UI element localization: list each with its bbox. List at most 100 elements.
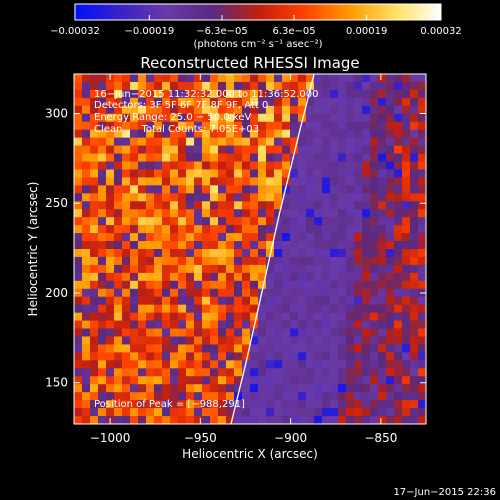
heatmap-cell xyxy=(258,264,267,274)
heatmap-cell xyxy=(362,89,371,99)
heatmap-cell xyxy=(194,352,203,361)
heatmap-cell xyxy=(298,320,307,329)
heatmap-cell xyxy=(178,384,187,393)
heatmap-cell xyxy=(274,233,283,242)
heatmap-cell xyxy=(186,304,195,313)
heatmap-cell xyxy=(218,288,227,298)
heatmap-cell xyxy=(138,185,147,194)
heatmap-cell xyxy=(146,344,155,353)
heatmap-cell xyxy=(194,368,203,377)
heatmap-cell xyxy=(330,352,339,361)
heatmap-cell xyxy=(98,416,107,424)
heatmap-cell xyxy=(186,97,195,107)
heatmap-cell xyxy=(306,416,315,424)
heatmap-cell xyxy=(242,201,251,210)
heatmap-cell xyxy=(82,336,91,345)
heatmap-cell xyxy=(402,392,411,401)
heatmap-cell xyxy=(306,121,315,130)
heatmap-cell xyxy=(178,416,187,424)
heatmap-cell xyxy=(186,312,195,321)
heatmap-cell xyxy=(202,320,211,329)
heatmap-cell xyxy=(266,113,275,123)
heatmap-cell xyxy=(274,280,283,290)
heatmap-cell xyxy=(170,272,179,282)
heatmap-cell xyxy=(114,161,123,170)
heatmap-cell xyxy=(362,376,371,385)
heatmap-cell xyxy=(354,89,363,99)
heatmap-cell xyxy=(394,336,403,345)
heatmap-cell xyxy=(274,392,283,401)
heatmap-cell xyxy=(418,328,426,337)
heatmap-cell xyxy=(218,376,227,385)
heatmap-cell xyxy=(394,233,403,242)
colorbar-tick-label: 0.00019 xyxy=(346,26,387,37)
heatmap-cell xyxy=(242,352,251,361)
heatmap-cell xyxy=(98,113,107,123)
heatmap-cell xyxy=(330,256,339,266)
heatmap-cell xyxy=(130,320,139,329)
heatmap-cell xyxy=(202,161,211,170)
heatmap-cell xyxy=(114,249,123,258)
heatmap-cell xyxy=(274,209,283,218)
heatmap-cell xyxy=(218,392,227,401)
heatmap-cell xyxy=(74,400,83,409)
heatmap-cell xyxy=(90,408,99,417)
heatmap-cell xyxy=(90,209,99,218)
heatmap-cell xyxy=(242,89,251,99)
heatmap-cell xyxy=(106,304,115,313)
heatmap-cell xyxy=(218,256,227,266)
heatmap-cell xyxy=(210,408,219,417)
heatmap-cell xyxy=(298,280,307,290)
heatmap-cell xyxy=(306,256,315,266)
heatmap-cell xyxy=(338,74,347,83)
heatmap-cell xyxy=(402,344,411,353)
heatmap-cell xyxy=(162,177,171,186)
heatmap-cell xyxy=(226,225,235,234)
heatmap-cell xyxy=(170,336,179,345)
heatmap-cell xyxy=(346,288,355,298)
heatmap-cell xyxy=(290,209,299,218)
heatmap-cell xyxy=(170,288,179,298)
heatmap-cell xyxy=(242,193,251,202)
heatmap-cell xyxy=(250,185,259,194)
heatmap-cell xyxy=(154,145,163,154)
heatmap-cell xyxy=(346,129,355,138)
heatmap-cell xyxy=(362,336,371,345)
heatmap-cell xyxy=(338,225,347,234)
heatmap-cell xyxy=(282,145,291,154)
heatmap-cell xyxy=(162,360,171,369)
heatmap-cell xyxy=(362,201,371,210)
heatmap-cell xyxy=(370,368,379,377)
heatmap-cell xyxy=(226,312,235,321)
heatmap-cell xyxy=(410,264,419,274)
heatmap-cell xyxy=(226,89,235,99)
heatmap-cell xyxy=(98,201,107,210)
heatmap-cell xyxy=(98,137,107,146)
heatmap-cell xyxy=(346,153,355,162)
heatmap-cell xyxy=(250,392,259,401)
heatmap-cell xyxy=(90,368,99,377)
heatmap-cell xyxy=(386,368,395,377)
heatmap-cell xyxy=(130,256,139,266)
heatmap-cell xyxy=(330,121,339,130)
heatmap-cell xyxy=(330,241,339,250)
heatmap-cell xyxy=(146,137,155,146)
heatmap-cell xyxy=(226,233,235,242)
heatmap-cell xyxy=(306,105,315,115)
heatmap-cell xyxy=(202,288,211,298)
heatmap-cell xyxy=(258,344,267,353)
heatmap-cell xyxy=(74,233,83,242)
heatmap-cell xyxy=(298,272,307,282)
heatmap-cell xyxy=(378,376,387,385)
heatmap-cell xyxy=(266,320,275,329)
heatmap-cell xyxy=(226,81,235,91)
heatmap-cell xyxy=(146,145,155,154)
heatmap-cell xyxy=(138,400,147,409)
colorbar-tick-label: 6.3e−05 xyxy=(272,26,315,37)
heatmap-cell xyxy=(378,392,387,401)
heatmap-cell xyxy=(258,193,267,202)
heatmap-cell xyxy=(226,344,235,353)
heatmap-cell xyxy=(98,288,107,298)
heatmap-cell xyxy=(330,233,339,242)
heatmap-cell xyxy=(338,137,347,146)
